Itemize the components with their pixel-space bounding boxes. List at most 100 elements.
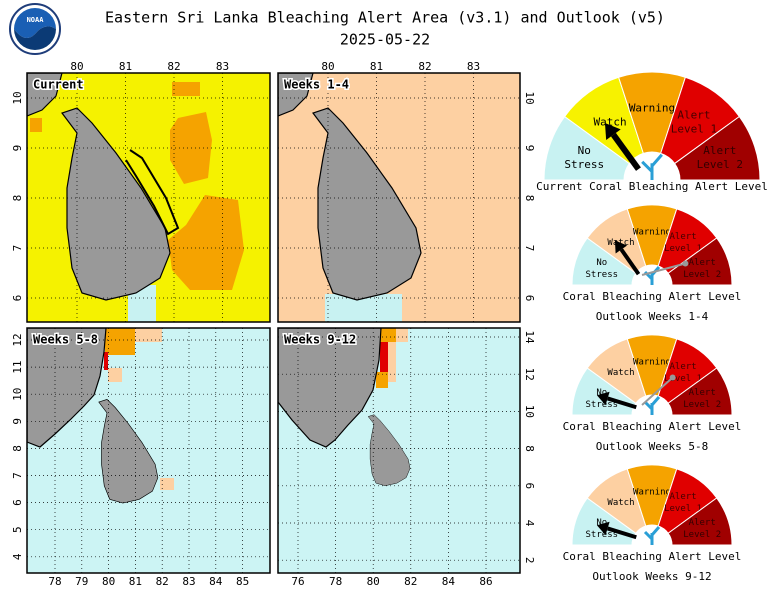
gauge-label: Warning [633,228,671,238]
gauge-label: Stress [564,158,604,171]
lat-tick-label: 12 [11,333,24,346]
noaa-logo: NOAA [9,3,61,55]
lon-tick-label: 78 [48,575,61,588]
logo-sea [14,26,56,50]
lon-tick-label: 81 [119,60,132,73]
gauge-label: Stress [586,400,619,410]
warning-area [105,328,135,355]
lat-tick-label: 12 [523,368,536,381]
coral-icon [643,396,661,415]
map-weeks-5-8 [27,328,270,573]
watch-area [388,342,396,382]
panel-label: Weeks 9-12 [284,333,356,347]
gauge-arrow-head [596,521,610,536]
lat-tick-label: 8 [11,445,24,452]
lon-tick-label: 84 [209,575,223,588]
alert-area-outline [125,149,180,236]
gauge-caption: Outlook Weeks 1-4 [596,310,709,323]
gauge-label: Level 1 [671,122,717,135]
warning-area [376,372,388,388]
lon-tick-label: 82 [167,60,180,73]
gauge-caption: Outlook Weeks 5-8 [596,440,709,453]
gauge-label: No [596,388,607,398]
gauge-arrow [611,132,641,171]
watch-area [396,328,408,342]
panel-frame [26,72,271,323]
gauge-caption: Coral Bleaching Alert Level [563,550,742,563]
lat-tick-label: 8 [11,195,24,202]
lon-tick-label: 83 [182,575,195,588]
watch-area [160,478,174,490]
map-weeks-1-4 [278,73,520,322]
logo-sky [14,8,56,38]
lon-tick-label: 82 [156,575,169,588]
gauge-label: Watch [594,115,627,128]
lat-tick-label: 9 [11,418,24,425]
lon-tick-label: 83 [216,60,229,73]
lon-tick-label: 86 [479,575,492,588]
lat-tick-label: 4 [11,553,24,560]
gauge-label: Alert [689,388,716,398]
gauge-segment [667,367,733,416]
lat-tick-label: 2 [523,557,536,564]
warning-area [168,195,244,290]
panel-label: Weeks 1-4 [284,78,349,92]
gauge-label: Stress [586,530,619,540]
gauge-label: Level 2 [683,270,721,280]
gauge-label: Level 1 [664,374,702,384]
gauge-label: No [578,144,591,157]
panel-frame [26,327,271,574]
logo-text: NOAA [27,16,45,24]
watch-area [108,368,122,382]
lat-tick-label: 9 [11,145,24,152]
no-stress-area [128,285,156,322]
gauge-segment [667,497,733,546]
panel-label: Weeks 5-8 [33,333,98,347]
lon-tick-label: 80 [367,575,380,588]
lat-tick-label: 6 [11,499,24,506]
panel-frame [277,327,521,574]
lon-tick-label: 76 [291,575,304,588]
watch-area [135,328,162,342]
map-current [27,73,270,322]
gauge-label: No [596,518,607,528]
gauge-label: Warning [629,102,675,115]
gauge-caption: Coral Bleaching Alert Level [563,290,742,303]
lat-tick-label: 9 [523,145,536,152]
india [27,328,107,448]
gauge-label: Level 2 [697,158,743,171]
outlook-arrow-head [669,374,676,381]
lon-tick-label: 79 [75,575,88,588]
gauge-arrow [606,526,637,540]
gauge-label: Alert [703,144,736,157]
gauge-label: Level 1 [664,244,702,254]
warning-area [172,82,200,96]
lat-tick-label: 5 [11,526,24,533]
warning-area [30,118,42,132]
gauge-label: Alert [669,362,696,372]
outlook-arrow-secondary [641,376,674,406]
title: Eastern Sri Lanka Bleaching Alert Area (… [105,9,665,27]
gauge-label: Warning [633,358,671,368]
gauge-arrow [606,396,637,410]
lon-tick-label: 80 [102,575,115,588]
panel-frame [277,72,521,323]
gauge-label: Level 2 [683,400,721,410]
lon-tick-label: 82 [418,60,431,73]
gauge-caption: Current Coral Bleaching Alert Level [536,180,768,193]
coral-icon [643,526,661,545]
date: 2025-05-22 [340,31,430,49]
gauge-label: Watch [607,238,634,248]
lat-tick-label: 10 [523,91,536,104]
gauge-label: Alert [669,232,696,242]
gauge-label: Level 1 [664,504,702,514]
lat-tick-label: 11 [11,360,24,373]
lat-tick-label: 7 [523,245,536,252]
lat-tick-label: 6 [523,295,536,302]
coral-icon [643,266,661,285]
lat-tick-label: 10 [11,91,24,104]
lat-tick-label: 10 [523,405,536,418]
